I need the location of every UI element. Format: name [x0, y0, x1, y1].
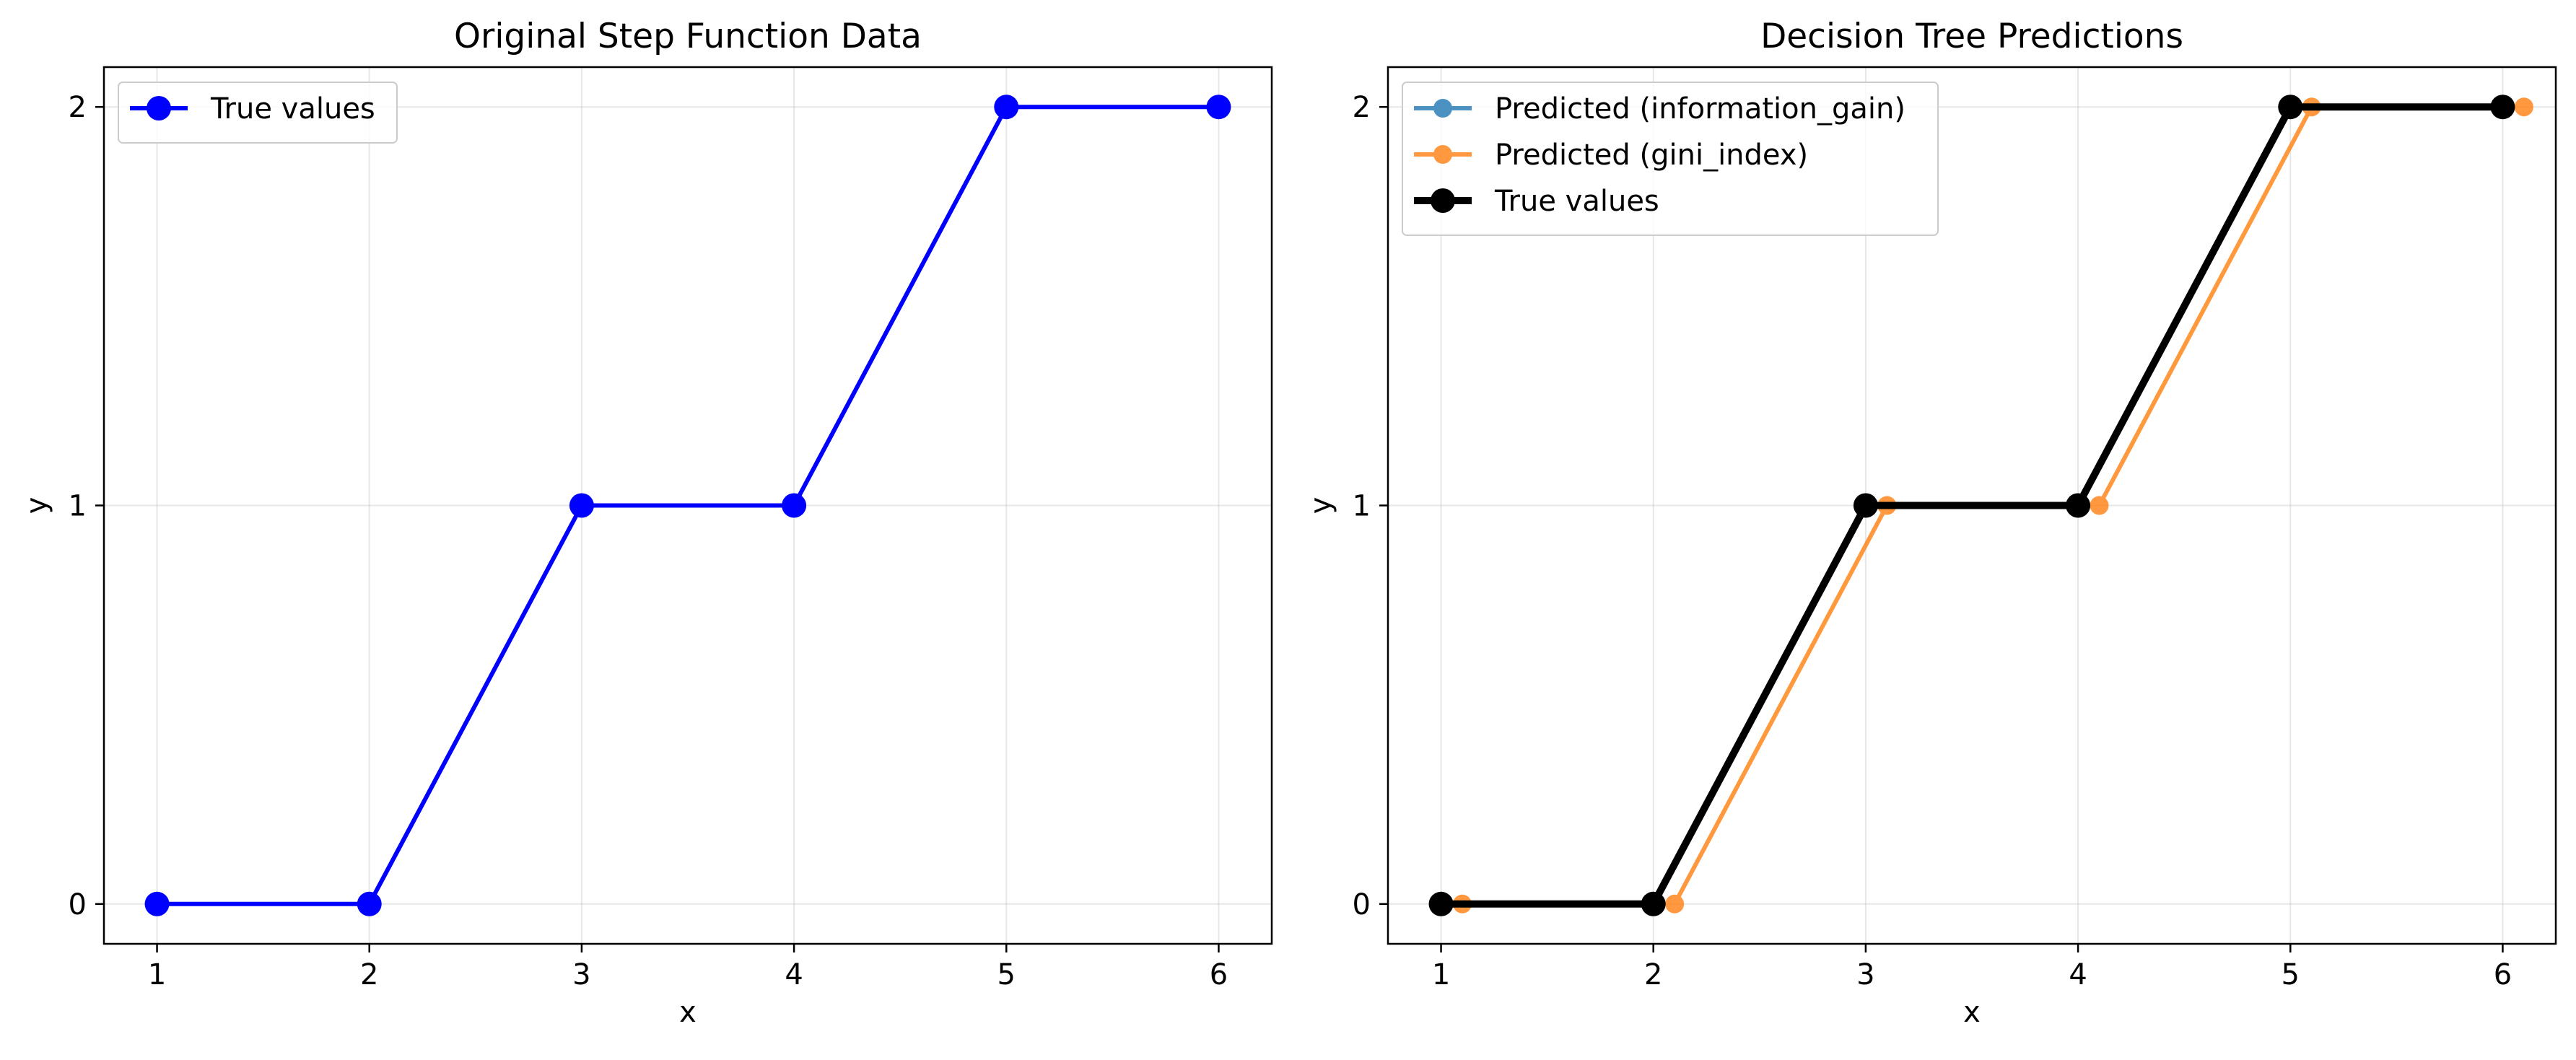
x-tick-label: 2 [360, 958, 378, 991]
y-tick-label: 2 [1353, 91, 1371, 124]
x-tick-label: 6 [1210, 958, 1228, 991]
y-tick-label: 0 [1353, 888, 1371, 921]
data-point [1853, 493, 1878, 518]
y-tick-label: 1 [69, 490, 87, 523]
x-tick-label: 5 [997, 958, 1016, 991]
y-tick-label: 1 [1353, 490, 1371, 523]
legend: True values [118, 82, 398, 144]
legend-marker [1433, 145, 1452, 164]
chart-title: Decision Tree Predictions [1760, 17, 2183, 56]
x-tick-label: 6 [2494, 958, 2512, 991]
x-tick-label: 3 [1856, 958, 1874, 991]
data-point [1665, 894, 1685, 914]
legend-item [1414, 99, 1472, 118]
legend-label: Predicted (information_gain) [1495, 92, 1905, 126]
data-point [2278, 95, 2303, 120]
x-tick-label: 4 [785, 958, 803, 991]
data-point [2066, 493, 2091, 518]
series-line [1441, 103, 2503, 908]
x-tick-label: 3 [572, 958, 590, 991]
legend-box [1402, 82, 1939, 236]
y-axis-label: y [1304, 497, 1337, 514]
data-point [782, 493, 807, 518]
y-tick-label: 0 [69, 888, 87, 921]
y-axis-label: y [20, 497, 53, 514]
data-point [2490, 95, 2515, 120]
chart-decision-tree-predictions: 1 2 3 4 5 6 0 1 2 Decision Tree Predictions x y Pred… [1304, 17, 2557, 1029]
chart-original-step-function: 1 2 3 4 5 6 0 1 2 Original Step Function Data x y Tr… [20, 17, 1273, 1029]
data-point [2090, 496, 2109, 515]
x-tick-label: 1 [148, 958, 166, 991]
series-0 [144, 95, 1231, 916]
legend-label: Predicted (gini_index) [1495, 139, 1808, 172]
series-line [157, 105, 1219, 906]
x-tick-label: 5 [2282, 958, 2300, 991]
x-axis-label: x [1963, 996, 1981, 1029]
series-2 [1428, 95, 2515, 916]
data-point [2514, 97, 2533, 117]
legend: Predicted (information_gain) Predicted (g… [1402, 82, 1939, 236]
legend-item [1414, 145, 1472, 164]
legend-item [130, 96, 188, 121]
x-tick-label: 4 [2069, 958, 2087, 991]
x-tick-label: 1 [1432, 958, 1450, 991]
x-axis-label: x [679, 996, 697, 1029]
data-point [1641, 891, 1666, 916]
data-point [569, 493, 594, 518]
legend-label: True values [210, 92, 375, 126]
legend-item [1414, 188, 1472, 213]
legend-marker [1433, 99, 1452, 118]
data-point [144, 891, 170, 916]
chart-title: Original Step Function Data [454, 17, 922, 56]
data-point [1428, 891, 1454, 916]
legend-marker [147, 96, 171, 121]
x-tick-label: 2 [1644, 958, 1662, 991]
data-point [1206, 95, 1231, 120]
data-point [994, 95, 1019, 120]
legend-label: True values [1494, 185, 1659, 218]
legend-box [118, 82, 398, 144]
legend-marker [1431, 188, 1455, 213]
data-point [357, 891, 382, 916]
y-tick-label: 2 [69, 91, 87, 124]
